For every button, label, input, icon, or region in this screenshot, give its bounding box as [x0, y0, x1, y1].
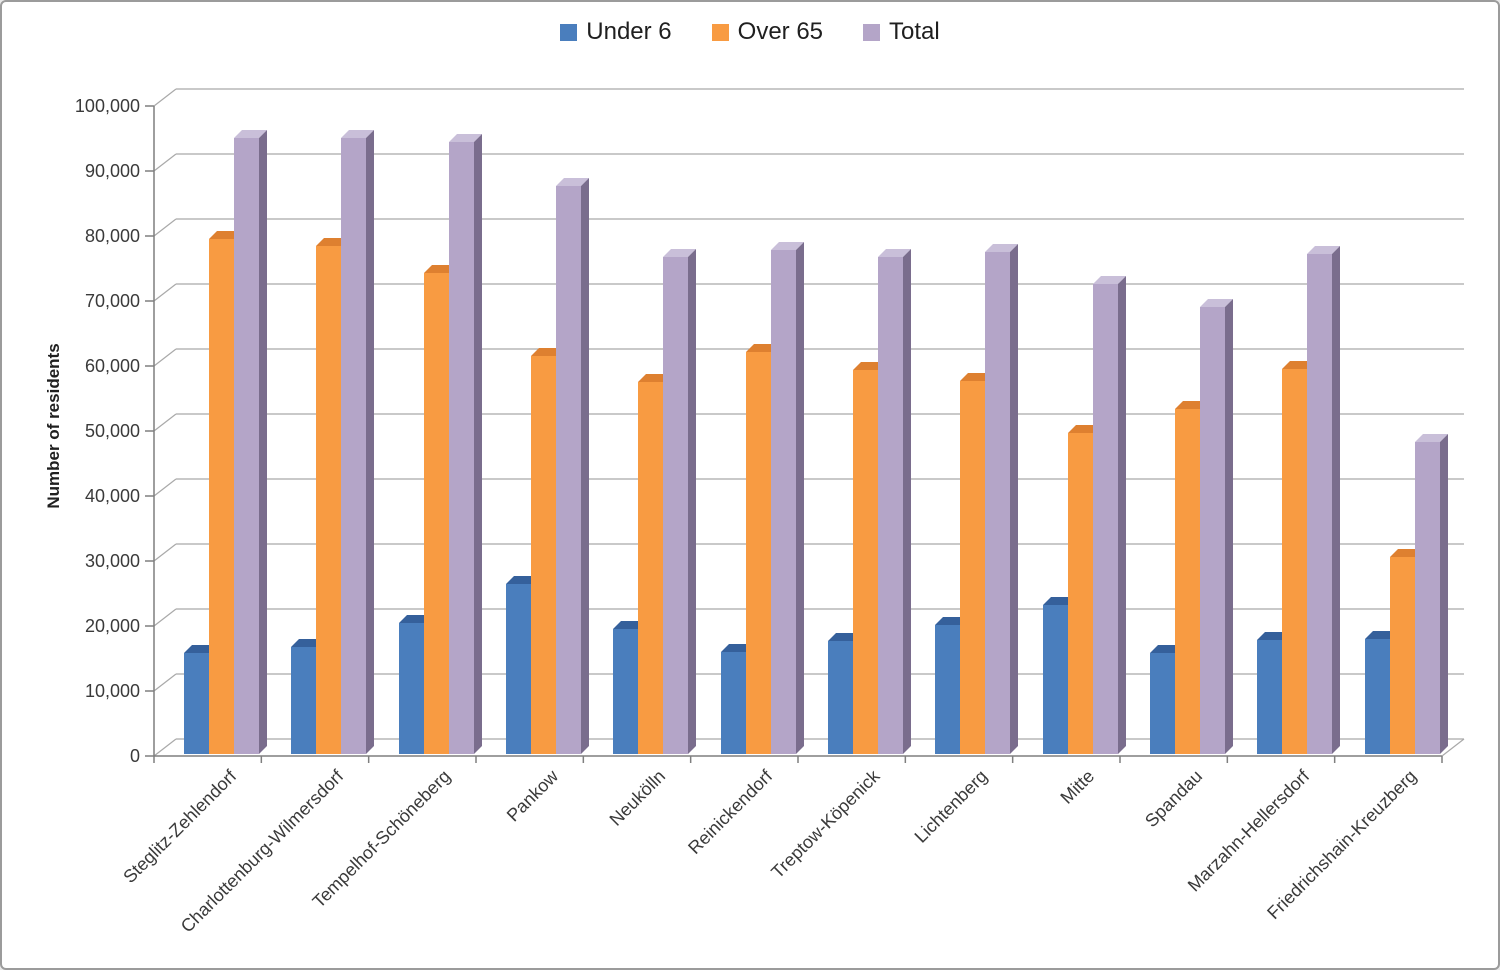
bar-over-65 [1067, 433, 1093, 754]
bar-under-6 [1257, 640, 1283, 754]
y-axis-tick-label: 80,000 [84, 226, 140, 246]
bar-under-6 [720, 652, 746, 754]
legend-item-total: Total [863, 18, 940, 46]
bar-total [1414, 442, 1440, 754]
legend: Under 6 Over 65 Total [2, 18, 1498, 46]
legend-swatch-over65-icon [711, 23, 729, 41]
bar-over-65 [638, 382, 664, 754]
y-axis-tick-label: 20,000 [84, 616, 140, 636]
legend-label-under6: Under 6 [586, 18, 672, 45]
legend-label-total: Total [889, 18, 940, 45]
legend-item-under6: Under 6 [560, 18, 672, 46]
bar-total [663, 257, 689, 754]
legend-swatch-total-icon [863, 23, 881, 41]
y-axis-tick-label: 90,000 [84, 161, 140, 181]
y-axis-tick-label: 40,000 [84, 486, 140, 506]
bar-under-6 [1364, 639, 1390, 754]
bar-over-65 [745, 352, 771, 754]
bar-under-6 [1042, 605, 1068, 754]
bar-total [1200, 307, 1225, 754]
bar-total [878, 257, 903, 754]
bar-total [448, 142, 474, 754]
bar-total [341, 138, 367, 754]
legend-item-over65: Over 65 [711, 18, 824, 46]
y-axis-tick-label: 60,000 [84, 356, 140, 376]
bar-under-6 [828, 641, 853, 754]
bar-under-6 [1150, 653, 1175, 754]
bar-under-6 [398, 623, 424, 754]
bar-over-65 [531, 356, 556, 754]
legend-swatch-under6-icon [560, 23, 578, 41]
bar-total [1307, 254, 1333, 754]
legend-label-over65: Over 65 [737, 18, 824, 45]
y-axis-tick-label: 100,000 [74, 96, 140, 116]
bar-under-6 [184, 653, 209, 754]
y-axis-tick-label: 70,000 [84, 291, 140, 311]
bar-total [985, 252, 1011, 754]
bar-total [556, 186, 581, 754]
bar-over-65 [423, 273, 449, 754]
y-axis-tick-label: 30,000 [84, 551, 140, 571]
bar-under-6 [935, 625, 961, 754]
bar-over-65 [1282, 369, 1308, 754]
bar-total [234, 138, 259, 754]
y-axis-tick-label: 10,000 [84, 681, 140, 701]
y-axis-tick-label: 0 [129, 746, 140, 766]
bar-over-65 [1175, 409, 1200, 754]
y-axis-tick-label: 50,000 [84, 421, 140, 441]
bar-total [770, 250, 796, 754]
bar-over-65 [316, 246, 342, 754]
bar-under-6 [291, 647, 317, 754]
bar-over-65 [960, 381, 986, 754]
bar-under-6 [506, 584, 531, 754]
bar-under-6 [613, 629, 639, 754]
bar-over-65 [209, 239, 234, 754]
bar-over-65 [853, 370, 878, 754]
bar-total [1092, 284, 1118, 754]
bar-over-65 [1389, 557, 1415, 754]
